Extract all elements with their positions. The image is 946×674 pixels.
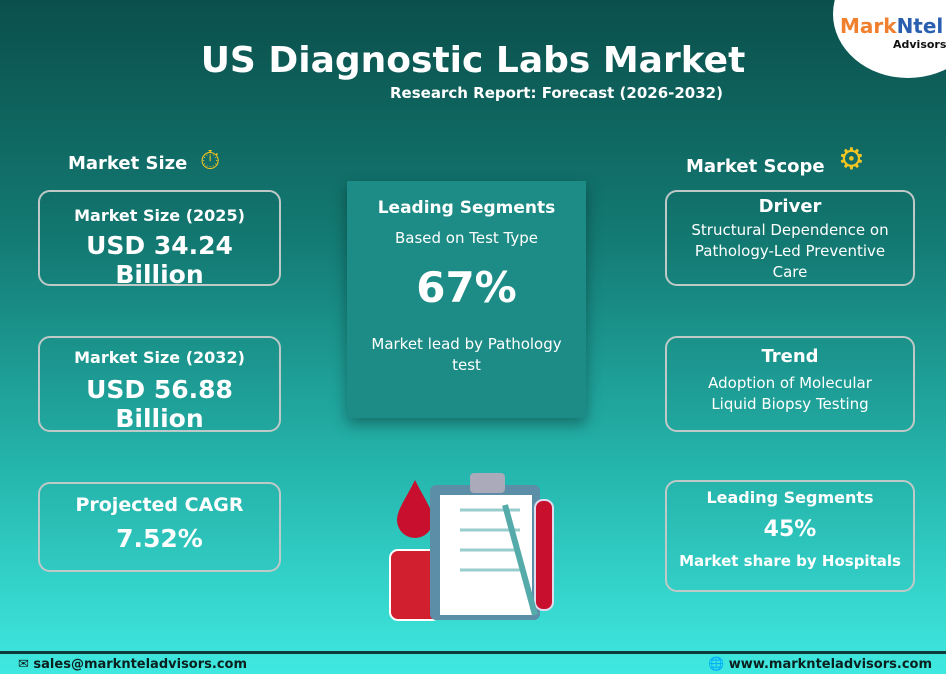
card-label: Market Size (2032) — [74, 348, 245, 367]
card-value: USD 56.88 Billion — [86, 375, 233, 433]
logo-subtext: Advisors — [893, 38, 946, 51]
card-label: Projected CAGR — [75, 494, 244, 516]
scope-leading-segments-card: Leading Segments 45% Market share by Hos… — [665, 480, 915, 592]
trend-card: Trend Adoption of Molecular Liquid Biops… — [665, 336, 915, 432]
page-title: US Diagnostic Labs Market — [200, 40, 746, 81]
card-text: Market share by Hospitals — [679, 552, 901, 570]
gear-chart-icon: ⚙ — [838, 142, 865, 177]
clock-rocket-icon: ⏱ — [200, 146, 221, 176]
card-value: USD 34.24 Billion — [86, 231, 233, 289]
card-text: Adoption of Molecular Liquid Biopsy Test… — [708, 374, 872, 413]
logo: MarkNtel — [840, 14, 944, 38]
panel-title: Leading Segments — [377, 198, 556, 218]
card-label: Market Size (2025) — [74, 206, 245, 225]
footer-email[interactable]: ✉ sales@marknteladvisors.com — [18, 657, 248, 672]
card-title: Trend — [761, 346, 819, 367]
page-subtitle: Research Report: Forecast (2026-2032) — [390, 84, 723, 102]
market-size-heading: Market Size — [68, 153, 188, 174]
card-title: Driver — [758, 196, 822, 217]
cagr-card: Projected CAGR 7.52% — [38, 482, 281, 572]
card-value: 45% — [763, 517, 817, 542]
globe-icon: 🌐 — [708, 657, 729, 672]
market-scope-heading: Market Scope — [686, 156, 825, 177]
card-title: Leading Segments — [706, 488, 874, 507]
panel-desc: Market lead by Pathology test — [371, 335, 562, 374]
panel-value: 67% — [416, 263, 517, 312]
footer-divider — [0, 651, 946, 654]
mail-icon: ✉ — [18, 657, 34, 672]
leading-segments-panel: Leading Segments Based on Test Type 67% … — [347, 181, 586, 418]
lab-illustration-icon — [389, 473, 554, 621]
footer-website[interactable]: 🌐 www.marknteladvisors.com — [708, 657, 932, 672]
card-text: Structural Dependence on Pathology-Led P… — [691, 221, 889, 281]
card-value: 7.52% — [116, 524, 203, 553]
market-size-2025-card: Market Size (2025) USD 34.24 Billion — [38, 190, 281, 289]
panel-subtitle: Based on Test Type — [394, 229, 539, 247]
driver-card: Driver Structural Dependence on Patholog… — [665, 190, 915, 286]
market-size-2032-card: Market Size (2032) USD 56.88 Billion — [38, 336, 281, 433]
